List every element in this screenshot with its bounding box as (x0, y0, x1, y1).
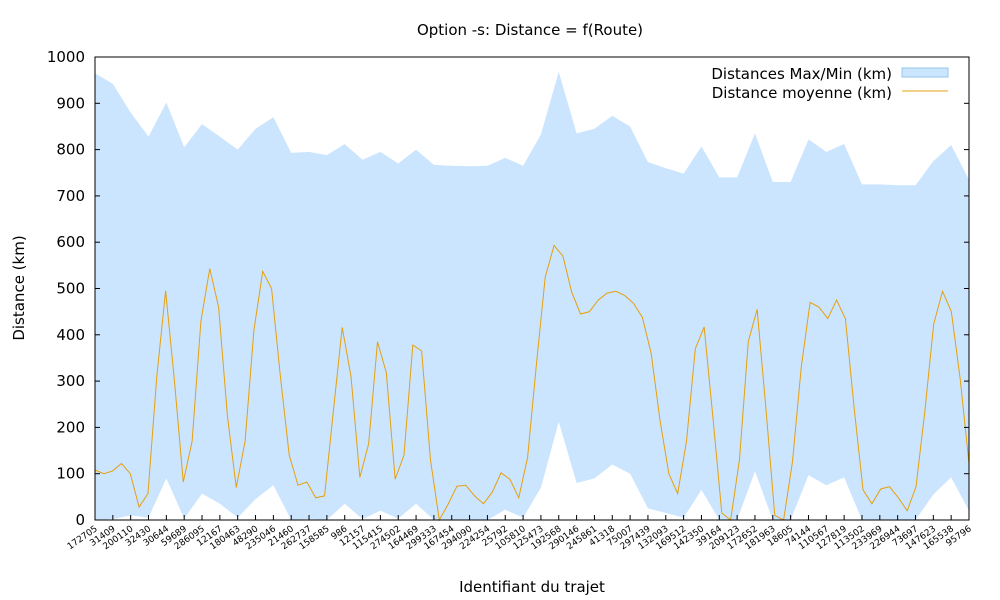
y-tick-label: 1000 (47, 48, 85, 66)
x-axis-label: Identifiant du trajet (459, 578, 605, 596)
y-tick-label: 700 (56, 187, 85, 205)
plot-frame (94, 56, 970, 521)
y-tick-label: 100 (56, 465, 85, 483)
y-tick-label: 900 (56, 94, 85, 112)
minmax-band (95, 71, 969, 520)
y-tick-label: 800 (56, 141, 85, 159)
legend-swatch-band (901, 67, 949, 78)
plot-area (94, 71, 970, 522)
chart-title: Option -s: Distance = f(Route) (417, 21, 643, 39)
y-tick-label: 0 (75, 511, 85, 529)
y-tick-label: 500 (56, 280, 85, 298)
legend: Distances Max/Min (km) Distance moyenne … (711, 65, 949, 102)
x-axis-ticks: 1727053140920011032430306445968928609512… (66, 515, 974, 552)
mean-line (94, 244, 970, 522)
y-tick-label: 600 (56, 233, 85, 251)
y-axis-label: Distance (km) (10, 235, 28, 340)
legend-label-band: Distances Max/Min (km) (711, 65, 892, 83)
y-axis-ticks: 0 100 200 300 400 500 600 700 800 900 1000 (47, 48, 969, 529)
legend-label-mean: Distance moyenne (km) (712, 84, 892, 102)
y-tick-label: 300 (56, 372, 85, 390)
y-tick-label: 200 (56, 418, 85, 436)
y-tick-label: 400 (56, 326, 85, 344)
